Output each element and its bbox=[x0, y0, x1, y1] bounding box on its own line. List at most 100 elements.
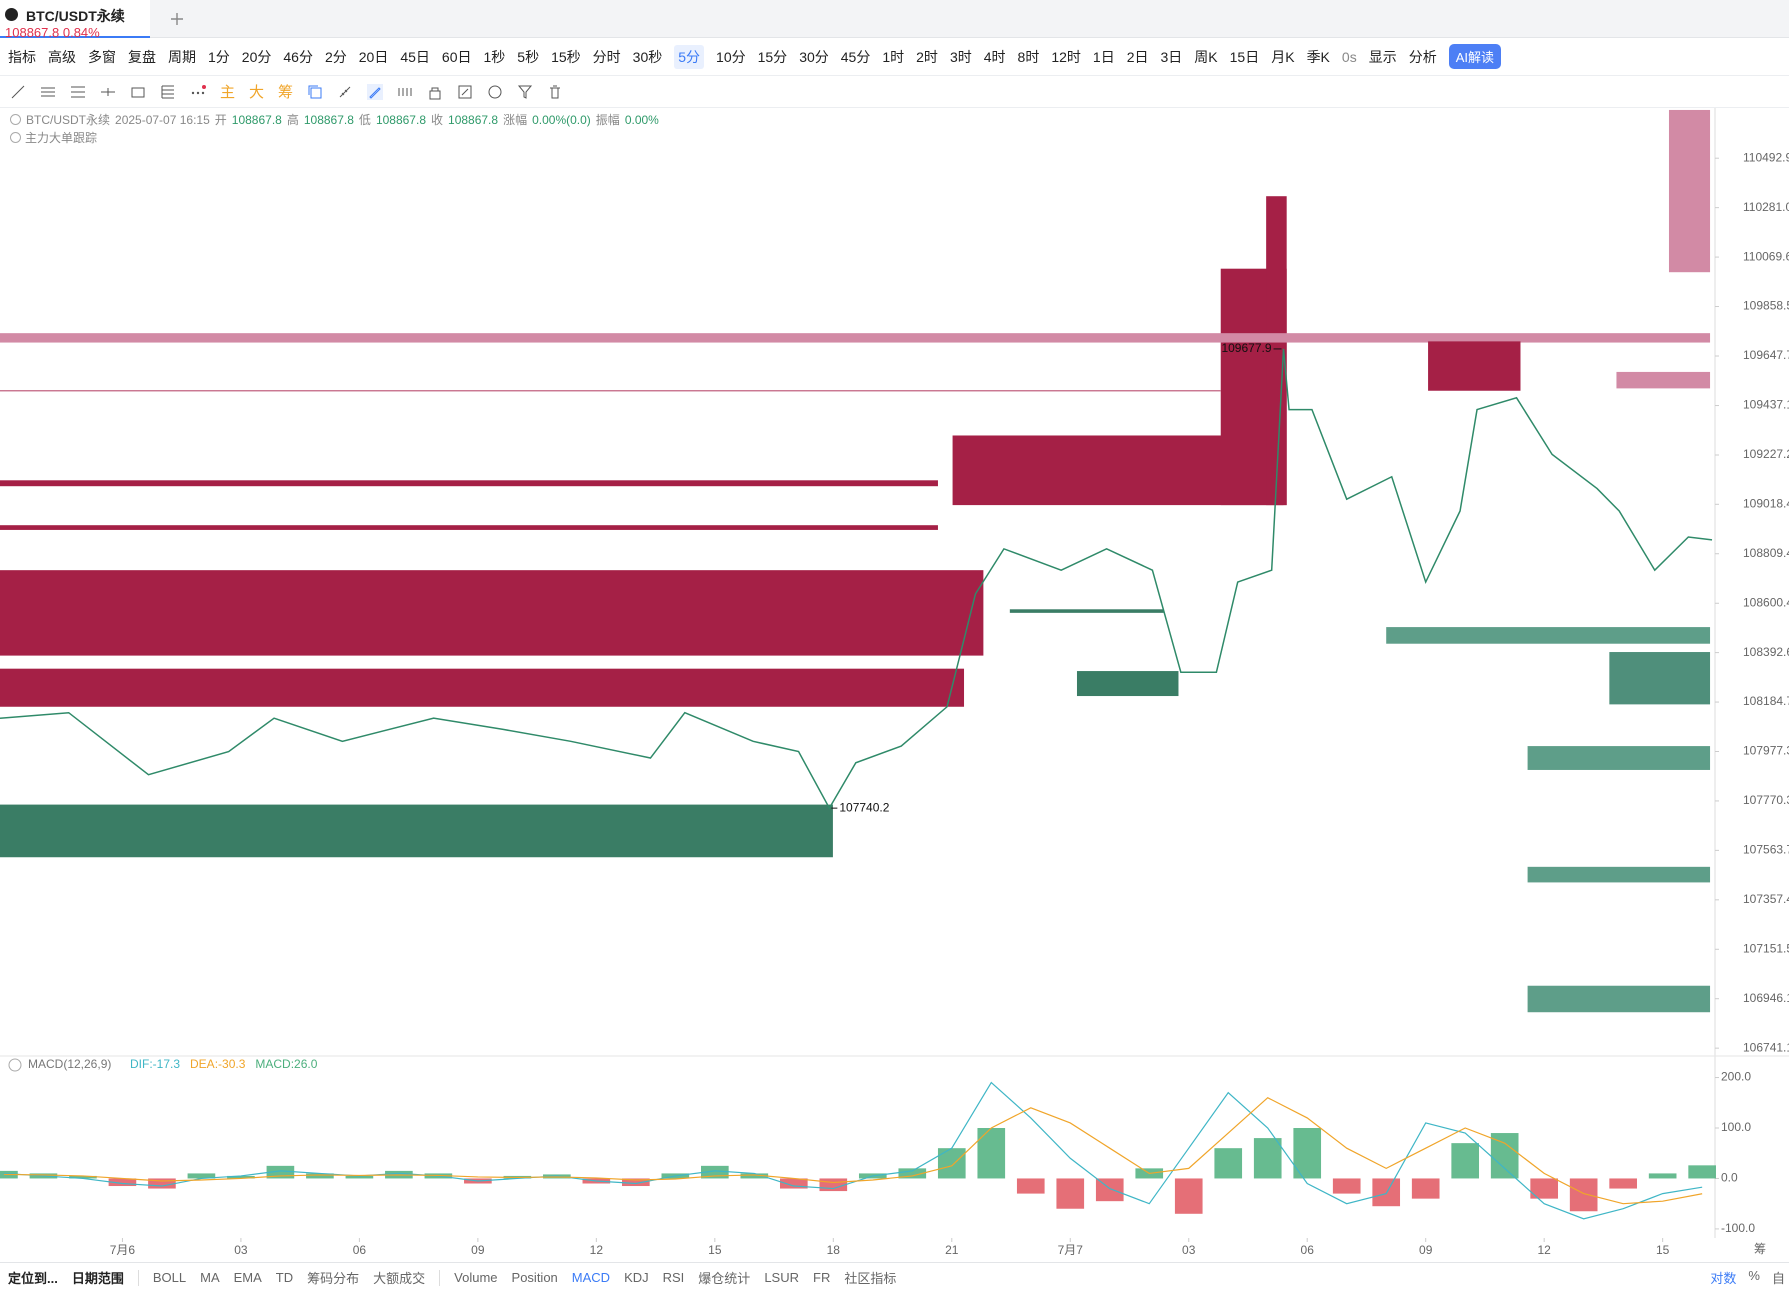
period-option[interactable]: 5分 bbox=[674, 44, 705, 69]
indicator-name: 主力大单跟踪 bbox=[25, 131, 98, 145]
toolbar-item[interactable]: 多窗 bbox=[88, 48, 116, 65]
hline-tool[interactable] bbox=[100, 84, 116, 100]
axis-option[interactable]: 对数 bbox=[1710, 1271, 1737, 1286]
period-option[interactable]: 1秒 bbox=[483, 48, 506, 65]
hide-tool[interactable] bbox=[487, 84, 503, 100]
period-option[interactable]: 4时 bbox=[983, 48, 1006, 65]
period-option[interactable]: 分时 bbox=[592, 48, 621, 65]
toolbar-item[interactable]: 周期 bbox=[168, 48, 196, 65]
indicator-tool[interactable]: 筹 bbox=[278, 84, 294, 101]
fib-tool[interactable] bbox=[160, 84, 176, 100]
price-line bbox=[3, 1081, 1703, 1220]
macd-bar bbox=[1016, 1178, 1045, 1194]
period-option[interactable]: 20分 bbox=[241, 48, 272, 65]
separator bbox=[137, 1269, 139, 1286]
more-tool[interactable] bbox=[190, 84, 206, 100]
period-option[interactable]: 15秒 bbox=[551, 48, 581, 65]
period-option[interactable]: 46分 bbox=[283, 48, 313, 65]
period-option[interactable]: 8时 bbox=[1017, 48, 1040, 65]
toolbar-item[interactable]: 高级 bbox=[48, 48, 76, 65]
sub-indicator[interactable]: RSI bbox=[662, 1270, 685, 1285]
ai-button[interactable]: AI解读 bbox=[1448, 44, 1501, 69]
macd-bar bbox=[1214, 1148, 1243, 1179]
y-tick-label: 100.0 bbox=[1721, 1120, 1751, 1134]
period-option[interactable]: 2日 bbox=[1126, 48, 1149, 65]
period-option[interactable]: 周K bbox=[1194, 48, 1218, 65]
period-option[interactable]: 季K bbox=[1306, 48, 1330, 65]
main-indicator[interactable]: EMA bbox=[233, 1270, 262, 1285]
community-indicator[interactable]: 社区指标 bbox=[844, 1271, 897, 1286]
toolbar-item[interactable]: 指标 bbox=[8, 48, 36, 65]
line-tool[interactable] bbox=[10, 84, 26, 100]
lock-tool[interactable] bbox=[427, 84, 443, 100]
period-option[interactable]: 2分 bbox=[324, 48, 347, 65]
collapse-toggle[interactable] bbox=[10, 132, 21, 143]
macd-bar bbox=[1569, 1178, 1598, 1212]
parallel-tool[interactable] bbox=[40, 84, 56, 100]
sub-indicator[interactable]: Volume bbox=[454, 1270, 498, 1285]
sub-indicator[interactable]: 爆仓统计 bbox=[698, 1271, 751, 1286]
add-tab[interactable] bbox=[170, 12, 184, 26]
x-tick-label: 09 bbox=[1419, 1243, 1433, 1257]
pen-tool[interactable] bbox=[367, 83, 384, 100]
filter-tool[interactable] bbox=[517, 84, 533, 100]
delete-tool[interactable] bbox=[547, 84, 563, 100]
date-range[interactable]: 日期范围 bbox=[71, 1271, 124, 1286]
main-indicator[interactable]: 大额成交 bbox=[373, 1271, 426, 1286]
large-order-block bbox=[0, 390, 1221, 392]
main-indicator[interactable]: BOLL bbox=[152, 1270, 187, 1285]
edit-tool[interactable] bbox=[457, 84, 473, 100]
period-option[interactable]: 1分 bbox=[208, 48, 230, 65]
indicator-tool[interactable]: 主 bbox=[220, 84, 236, 101]
sub-indicator[interactable]: KDJ bbox=[624, 1270, 649, 1285]
sub-indicator[interactable]: MACD bbox=[571, 1270, 611, 1285]
copy-tool[interactable] bbox=[307, 84, 323, 100]
toolbar-right-item[interactable]: 显示 bbox=[1368, 48, 1397, 65]
period-option[interactable]: 30秒 bbox=[632, 48, 663, 65]
period-option[interactable]: 15分 bbox=[757, 48, 788, 65]
x-tick-label: 15 bbox=[1656, 1243, 1670, 1257]
countdown: 0s bbox=[1341, 48, 1357, 65]
period-option[interactable]: 3时 bbox=[949, 48, 972, 65]
axis-option[interactable]: % bbox=[1748, 1268, 1760, 1283]
period-option[interactable]: 月K bbox=[1271, 48, 1295, 65]
locate-button[interactable]: 定位到... bbox=[8, 1271, 58, 1286]
macd-bar bbox=[108, 1178, 137, 1187]
macd-bar bbox=[1332, 1178, 1361, 1194]
period-option[interactable]: 45日 bbox=[400, 48, 430, 65]
main-indicator[interactable]: TD bbox=[275, 1270, 294, 1285]
period-option[interactable]: 12时 bbox=[1051, 48, 1081, 65]
period-option[interactable]: 45分 bbox=[840, 48, 871, 65]
sub-indicator[interactable]: FR bbox=[813, 1270, 831, 1285]
axis-option[interactable]: 自 bbox=[1771, 1271, 1785, 1286]
period-option[interactable]: 10分 bbox=[716, 48, 746, 65]
period-option[interactable]: 5秒 bbox=[517, 48, 540, 65]
main-indicator[interactable]: MA bbox=[200, 1270, 220, 1285]
x-tick-label: 21 bbox=[945, 1243, 959, 1257]
main-indicator[interactable]: 筹码分布 bbox=[307, 1271, 360, 1286]
macd-bar bbox=[187, 1173, 216, 1179]
period-option[interactable]: 60日 bbox=[441, 48, 472, 65]
y-tick-label: 109018.4 bbox=[1743, 496, 1789, 510]
period-option[interactable]: 3日 bbox=[1160, 48, 1183, 65]
large-order-block bbox=[0, 570, 984, 656]
sub-indicator[interactable]: LSUR bbox=[764, 1270, 799, 1285]
y-tick-label: 106946.1 bbox=[1743, 991, 1789, 1005]
collapse-toggle[interactable] bbox=[10, 114, 21, 125]
period-option[interactable]: 20日 bbox=[358, 48, 389, 65]
toolbar-item[interactable]: 复盘 bbox=[128, 48, 156, 65]
rect-tool[interactable] bbox=[130, 84, 146, 100]
period-option[interactable]: 2时 bbox=[916, 48, 938, 65]
ruler-tool[interactable] bbox=[337, 84, 353, 100]
toolbar-right-item[interactable]: 分析 bbox=[1408, 48, 1437, 65]
magnet-tool[interactable] bbox=[397, 84, 413, 100]
period-option[interactable]: 15日 bbox=[1229, 48, 1260, 65]
tab[interactable]: BTC/USDT永续 108867.8 0.84% bbox=[0, 0, 150, 40]
macd-title: MACD(12,26,9) bbox=[28, 1057, 111, 1071]
period-option[interactable]: 30分 bbox=[799, 48, 829, 65]
indicator-tool[interactable]: 大 bbox=[249, 84, 265, 101]
period-option[interactable]: 1日 bbox=[1092, 48, 1115, 65]
channel-tool[interactable] bbox=[70, 84, 86, 100]
period-option[interactable]: 1时 bbox=[882, 48, 905, 65]
sub-indicator[interactable]: Position bbox=[511, 1270, 558, 1285]
